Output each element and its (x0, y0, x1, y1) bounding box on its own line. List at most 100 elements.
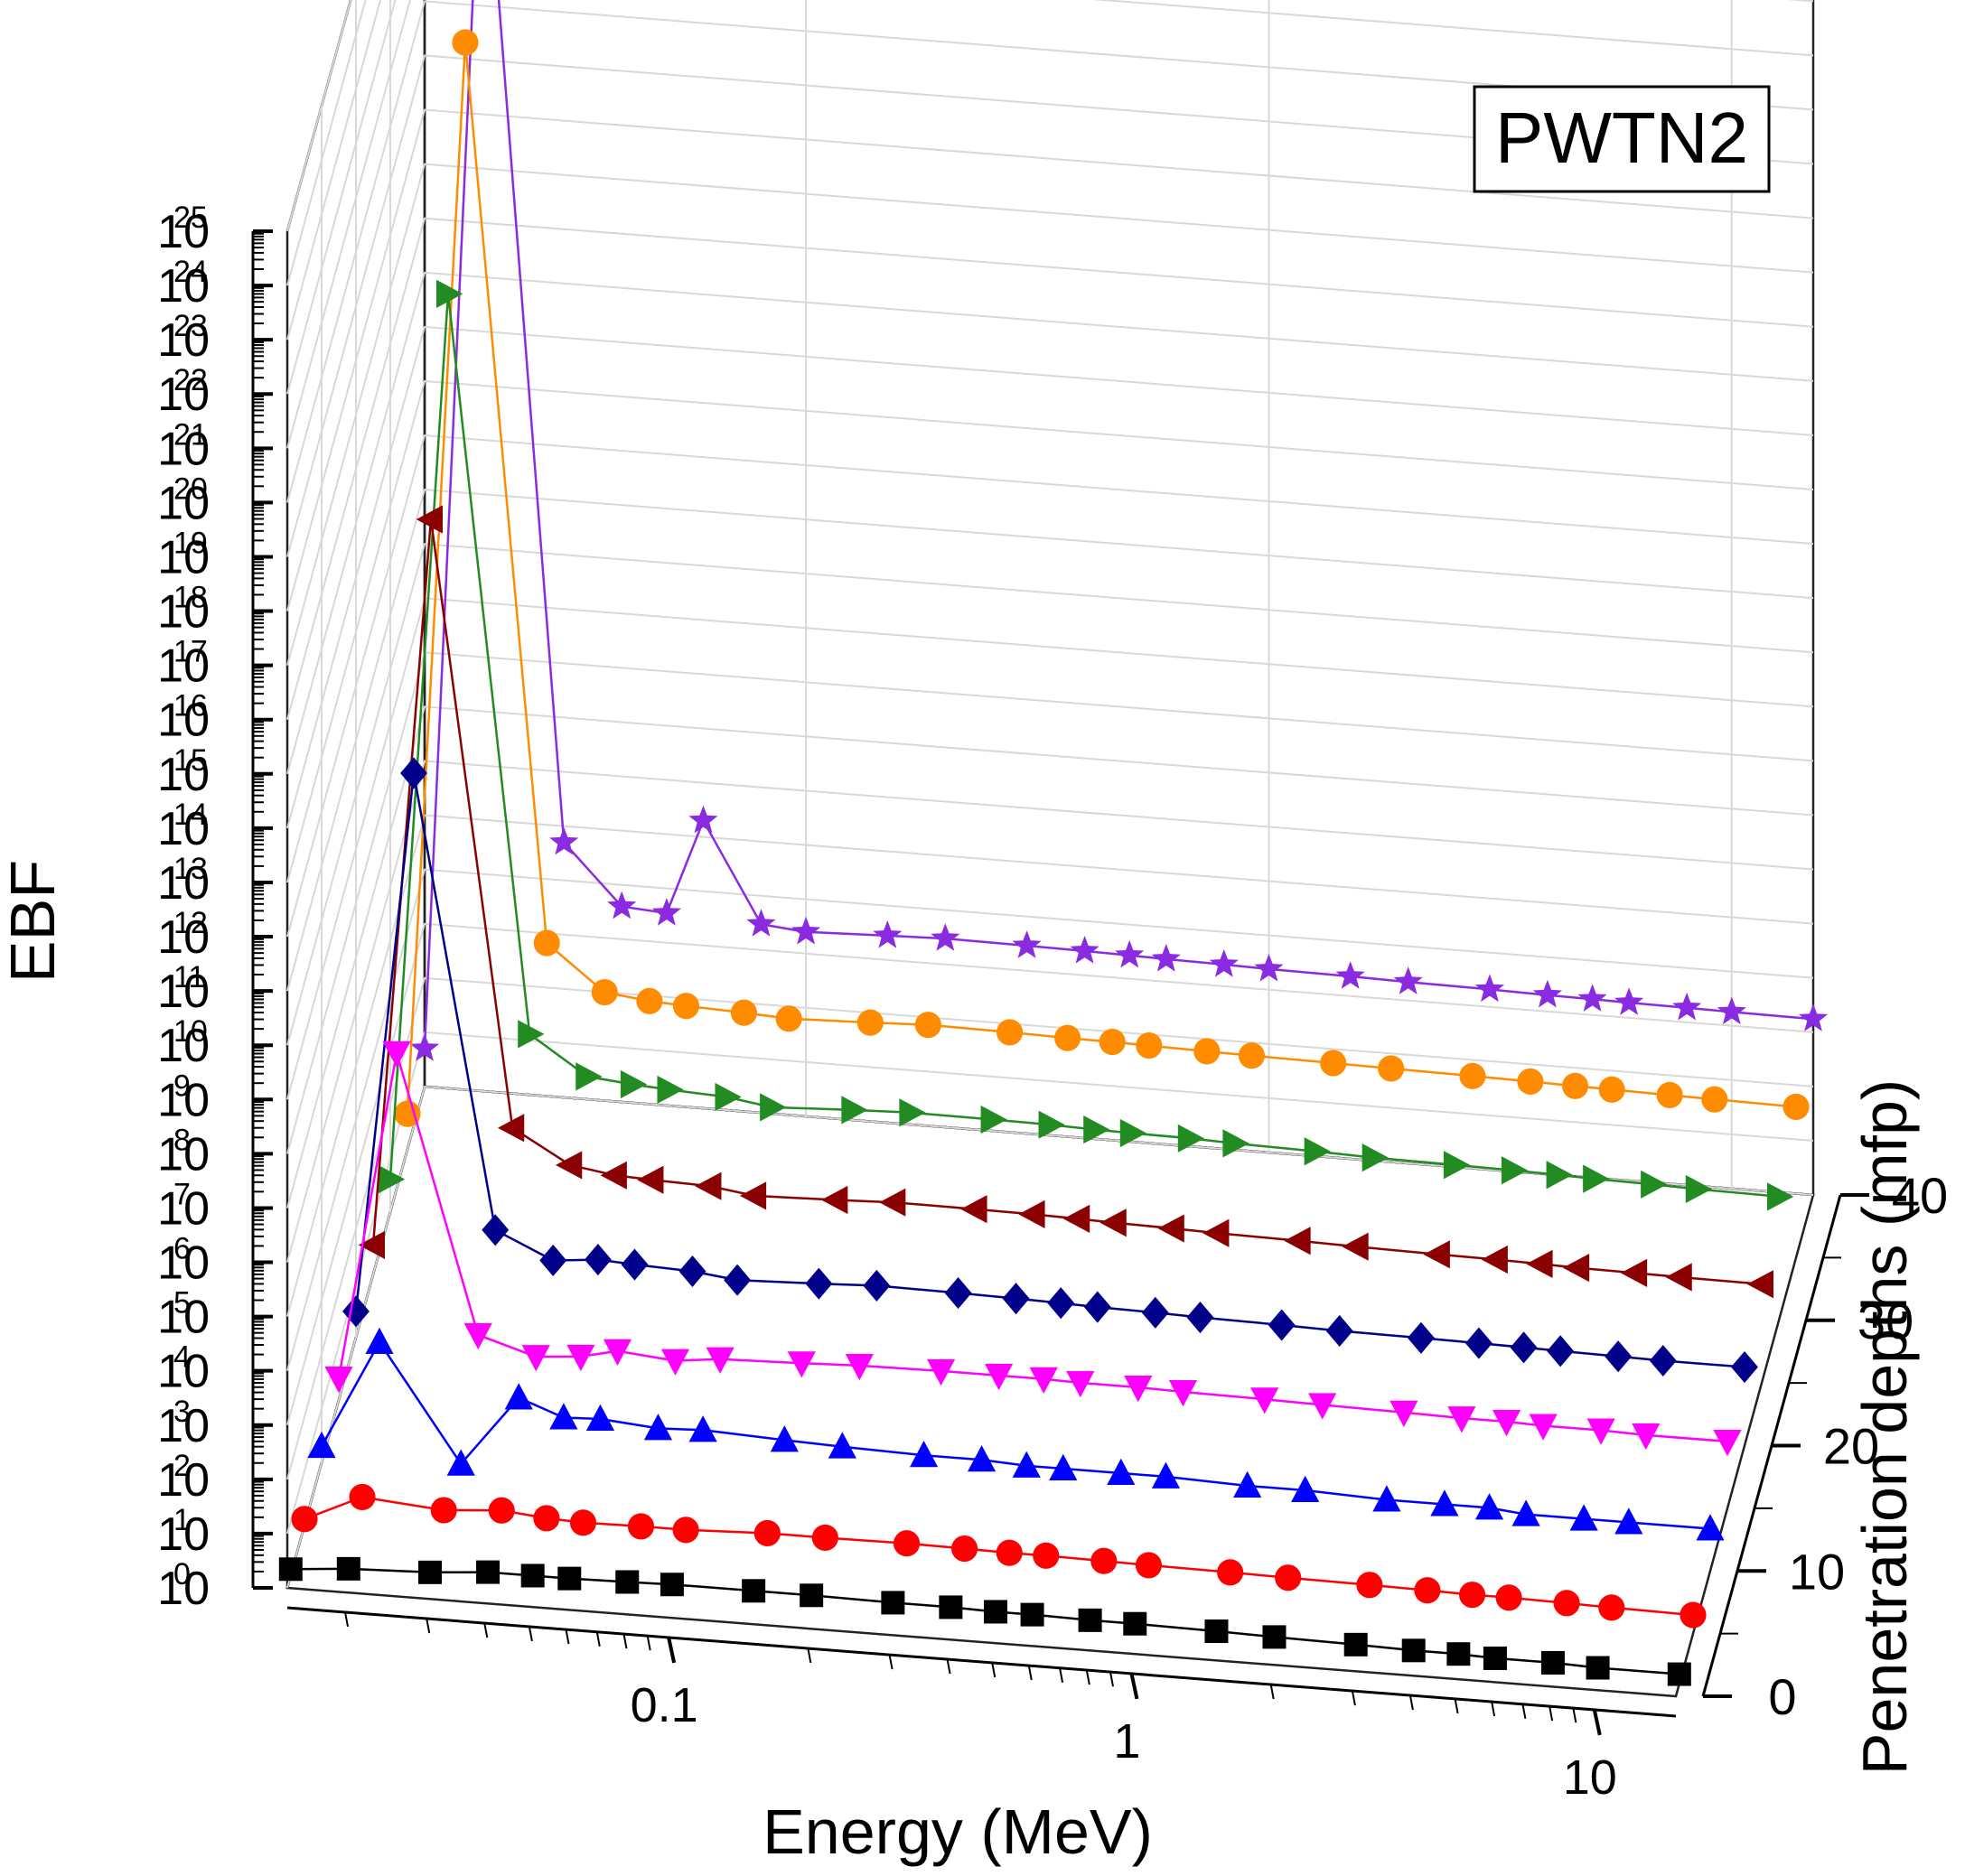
data-point (1586, 1418, 1615, 1445)
data-point (909, 1440, 939, 1468)
data-point (1254, 954, 1284, 982)
data-point (643, 1414, 673, 1441)
data-point (1717, 996, 1746, 1025)
y-tick-exponent: 20 (173, 471, 208, 506)
chart-axes: 1001011021031041051061071081091010101110… (157, 201, 1948, 1805)
y-tick-exponent: 17 (173, 635, 208, 669)
y-tick-exponent: 12 (173, 906, 208, 940)
x-axis-line (286, 1606, 1677, 1718)
data-point (1586, 1656, 1610, 1680)
data-point (1532, 979, 1562, 1008)
data-point (566, 1344, 595, 1372)
data-point (1099, 1029, 1126, 1056)
y-tick-exponent: 11 (173, 960, 205, 994)
x-minor-tick (483, 1622, 489, 1638)
grid-line-y (286, 0, 352, 232)
x-minor-tick (946, 1658, 951, 1675)
x-major-tick (667, 1637, 677, 1664)
data-point (1186, 1301, 1214, 1334)
data-point (926, 1358, 956, 1386)
data-point (1632, 1423, 1661, 1451)
data-point (585, 1404, 615, 1431)
data-point (584, 1244, 612, 1276)
data-point (1038, 1110, 1065, 1139)
data-point (657, 1075, 684, 1105)
data-point (1511, 1499, 1540, 1526)
y-tick-label: 10 (157, 586, 210, 639)
y-tick-exponent: 1 (173, 1503, 191, 1537)
y-tick-label: 10 (157, 206, 210, 258)
x-minor-tick (1269, 1684, 1275, 1700)
data-point (1649, 1344, 1677, 1377)
y-tick-exponent: 14 (173, 798, 208, 832)
data-point (418, 1560, 443, 1584)
x-minor-tick (595, 1631, 601, 1647)
data-point (997, 1019, 1024, 1046)
y-tick-exponent: 0 (173, 1557, 191, 1591)
x-minor-tick (888, 1654, 894, 1670)
data-point (1746, 1270, 1773, 1299)
data-point (621, 1248, 649, 1281)
data-point (688, 805, 718, 834)
data-point (775, 1005, 802, 1032)
z-tick-label: 20 (1823, 1418, 1879, 1475)
data-point (1033, 1542, 1060, 1569)
data-point (488, 1497, 515, 1524)
x-minor-tick (646, 1635, 651, 1651)
series-layer (278, 0, 1829, 1686)
data-point (1443, 1151, 1471, 1180)
grid-line-y (286, 868, 1814, 1371)
data-point (533, 929, 560, 957)
data-point (521, 1345, 550, 1372)
data-point (1701, 1086, 1728, 1113)
y-tick-label: 10 (157, 260, 210, 313)
data-point (591, 979, 618, 1006)
grid-line-y (286, 922, 1814, 1426)
y-tick-label: 10 (157, 1128, 210, 1181)
data-point (394, 1100, 421, 1127)
data-point (430, 1497, 457, 1524)
data-point (1335, 961, 1365, 989)
y-tick-label: 10 (157, 1020, 210, 1072)
data-point (881, 1591, 905, 1615)
data-point (446, 1449, 475, 1476)
data-point (1119, 1118, 1147, 1148)
data-point (660, 1349, 690, 1376)
x-tick-label: 1 (1113, 1714, 1140, 1769)
data-point (549, 1403, 578, 1430)
data-point (1656, 1081, 1683, 1109)
data-point (1070, 936, 1099, 964)
data-point (1483, 1646, 1507, 1670)
data-point (324, 1366, 353, 1394)
x-tick-label: 0.1 (631, 1678, 698, 1732)
y-tick-exponent: 6 (173, 1232, 191, 1266)
data-point (1459, 1062, 1486, 1089)
data-point (1561, 1072, 1589, 1099)
data-point (1054, 1024, 1081, 1051)
y-tick-label: 10 (157, 1400, 210, 1452)
data-point (382, 1041, 411, 1068)
data-point (967, 1444, 997, 1472)
data-point (873, 920, 903, 948)
data-point (575, 1062, 603, 1091)
data-point (627, 1513, 655, 1540)
data-point (939, 1595, 963, 1619)
data-point (1284, 1227, 1311, 1255)
data-point (620, 1069, 648, 1099)
data-point (1696, 1514, 1725, 1541)
data-point (1141, 1296, 1169, 1329)
x-minor-tick (1408, 1694, 1414, 1711)
grid-line-y (286, 434, 1814, 938)
data-point (984, 1363, 1014, 1391)
data-point (899, 1098, 926, 1127)
data-point (476, 1560, 501, 1584)
y-tick-label: 10 (157, 749, 210, 801)
x-minor-tick (565, 1629, 570, 1645)
data-point (1275, 1564, 1302, 1591)
x-minor-tick (426, 1618, 431, 1634)
data-point (636, 987, 663, 1014)
data-point (1510, 1331, 1538, 1364)
data-point (841, 1096, 868, 1125)
data-point (1641, 1170, 1668, 1199)
grid-line-y (286, 379, 1814, 883)
